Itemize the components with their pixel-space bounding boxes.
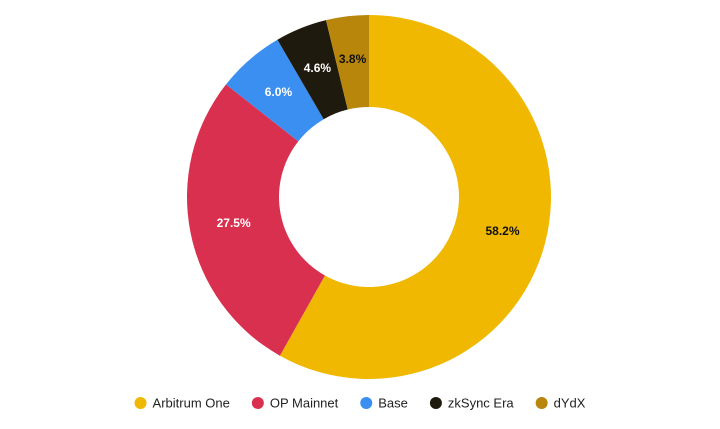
legend-label: zkSync Era xyxy=(448,395,515,410)
value-label: 4.6% xyxy=(304,61,332,75)
value-label: 6.0% xyxy=(265,85,293,99)
value-label: 3.8% xyxy=(339,52,367,66)
value-label: 27.5% xyxy=(217,216,251,230)
slice xyxy=(325,15,369,110)
legend-label: OP Mainnet xyxy=(270,395,339,410)
slice xyxy=(187,84,325,356)
legend-label: dYdX xyxy=(554,395,586,410)
legend-marker xyxy=(535,397,548,409)
legend-marker xyxy=(251,397,264,409)
slice xyxy=(225,39,324,142)
legend-marker xyxy=(360,397,373,409)
slice xyxy=(277,20,348,120)
legend-marker xyxy=(134,397,147,409)
legend-label: Base xyxy=(378,395,408,410)
legend-label: Arbitrum One xyxy=(153,395,230,410)
slice xyxy=(279,15,551,379)
value-label: 58.2% xyxy=(485,224,519,238)
legend-marker xyxy=(429,397,442,409)
